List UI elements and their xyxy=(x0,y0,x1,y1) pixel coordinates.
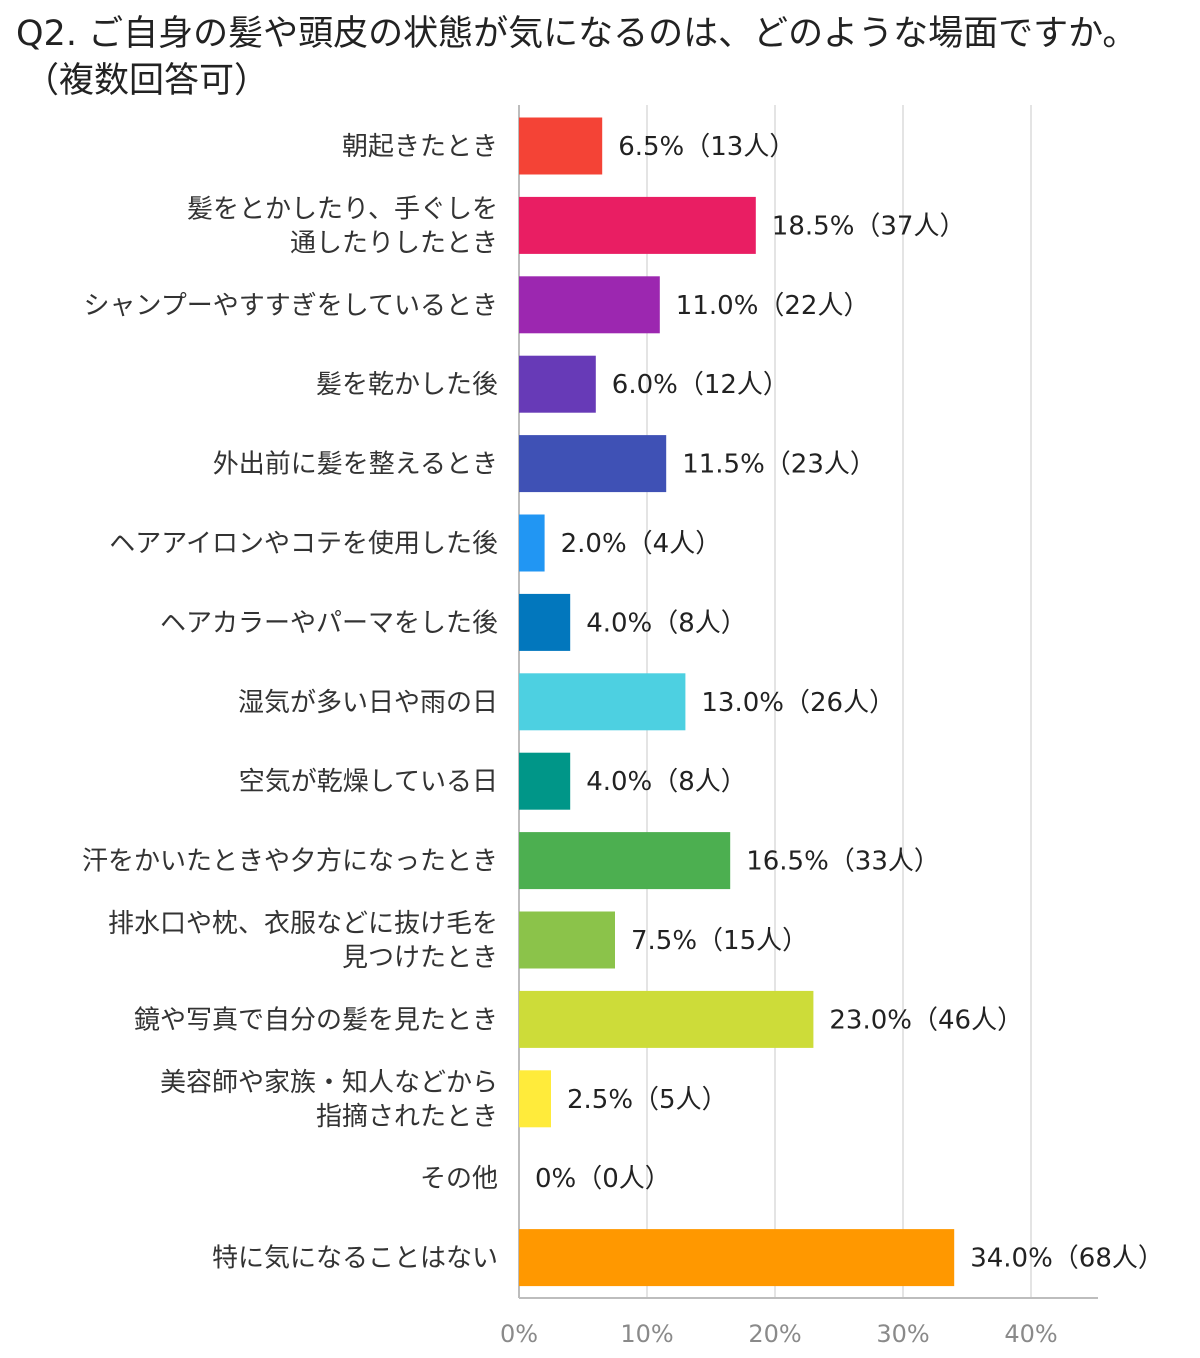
category-label: シャンプーやすすぎをしているとき xyxy=(84,291,498,321)
bar xyxy=(519,514,545,572)
category-label: 美容師や家族・知人などから xyxy=(160,1068,498,1098)
category-label: ヘアアイロンやコテを使用した後 xyxy=(109,529,498,559)
category-label: 髪をとかしたり、手ぐしを xyxy=(187,194,498,224)
x-tick-label: 0% xyxy=(500,1320,538,1348)
bar xyxy=(519,1229,955,1287)
data-label: 34.0%（68人） xyxy=(970,1244,1164,1274)
chart-title-line1: Q2. ご自身の髪や頭皮の状態が気になるのは、どのような場面ですか。 xyxy=(16,14,1137,54)
category-label: その他 xyxy=(420,1164,498,1194)
bar xyxy=(519,276,660,334)
data-label: 6.0%（12人） xyxy=(612,370,789,400)
category-label: 湿気が多い日や雨の日 xyxy=(238,688,498,718)
x-tick-label: 40% xyxy=(1004,1320,1057,1348)
bar xyxy=(519,1070,551,1128)
data-label: 0%（0人） xyxy=(535,1164,671,1194)
x-tick-label: 10% xyxy=(620,1320,673,1348)
x-tick-label: 20% xyxy=(748,1320,801,1348)
bar xyxy=(519,832,731,890)
bar xyxy=(519,990,814,1048)
category-label: 空気が乾燥している日 xyxy=(239,767,498,797)
bar xyxy=(519,911,615,969)
category-label: 見つけたとき xyxy=(342,943,498,973)
data-label: 7.5%（15人） xyxy=(631,926,808,956)
category-label: 朝起きたとき xyxy=(342,132,498,162)
bar xyxy=(519,593,571,651)
category-label: 外出前に髪を整えるとき xyxy=(213,450,498,480)
data-label: 2.0%（4人） xyxy=(561,529,722,559)
category-label: 通したりしたとき xyxy=(290,228,498,258)
data-label: 4.0%（8人） xyxy=(586,608,747,638)
bar xyxy=(519,673,686,731)
category-label: ヘアカラーやパーマをした後 xyxy=(160,608,498,638)
category-label: 指摘されたとき xyxy=(316,1102,498,1132)
bar xyxy=(519,196,756,254)
bar xyxy=(519,355,596,413)
data-label: 13.0%（26人） xyxy=(701,688,895,718)
bar xyxy=(519,752,571,810)
data-label: 18.5%（37人） xyxy=(772,211,966,241)
category-label: 髪を乾かした後 xyxy=(316,370,498,400)
chart-title-line2: （複数回答可） xyxy=(24,61,269,101)
category-label: 汗をかいたときや夕方になったとき xyxy=(82,847,498,877)
data-label: 11.0%（22人） xyxy=(676,291,870,321)
category-label: 特に気になることはない xyxy=(212,1244,498,1274)
data-label: 11.5%（23人） xyxy=(682,450,876,480)
data-label: 16.5%（33人） xyxy=(746,847,940,877)
bar xyxy=(519,435,667,493)
data-label: 4.0%（8人） xyxy=(586,767,747,797)
bar xyxy=(519,117,603,175)
data-label: 23.0%（46人） xyxy=(829,1005,1023,1035)
data-label: 2.5%（5人） xyxy=(567,1085,728,1115)
category-label: 鏡や写真で自分の髪を見たとき xyxy=(134,1005,498,1035)
x-tick-label: 30% xyxy=(876,1320,929,1348)
data-label: 6.5%（13人） xyxy=(618,132,795,162)
category-label: 排水口や枕、衣服などに抜け毛を xyxy=(108,909,498,939)
